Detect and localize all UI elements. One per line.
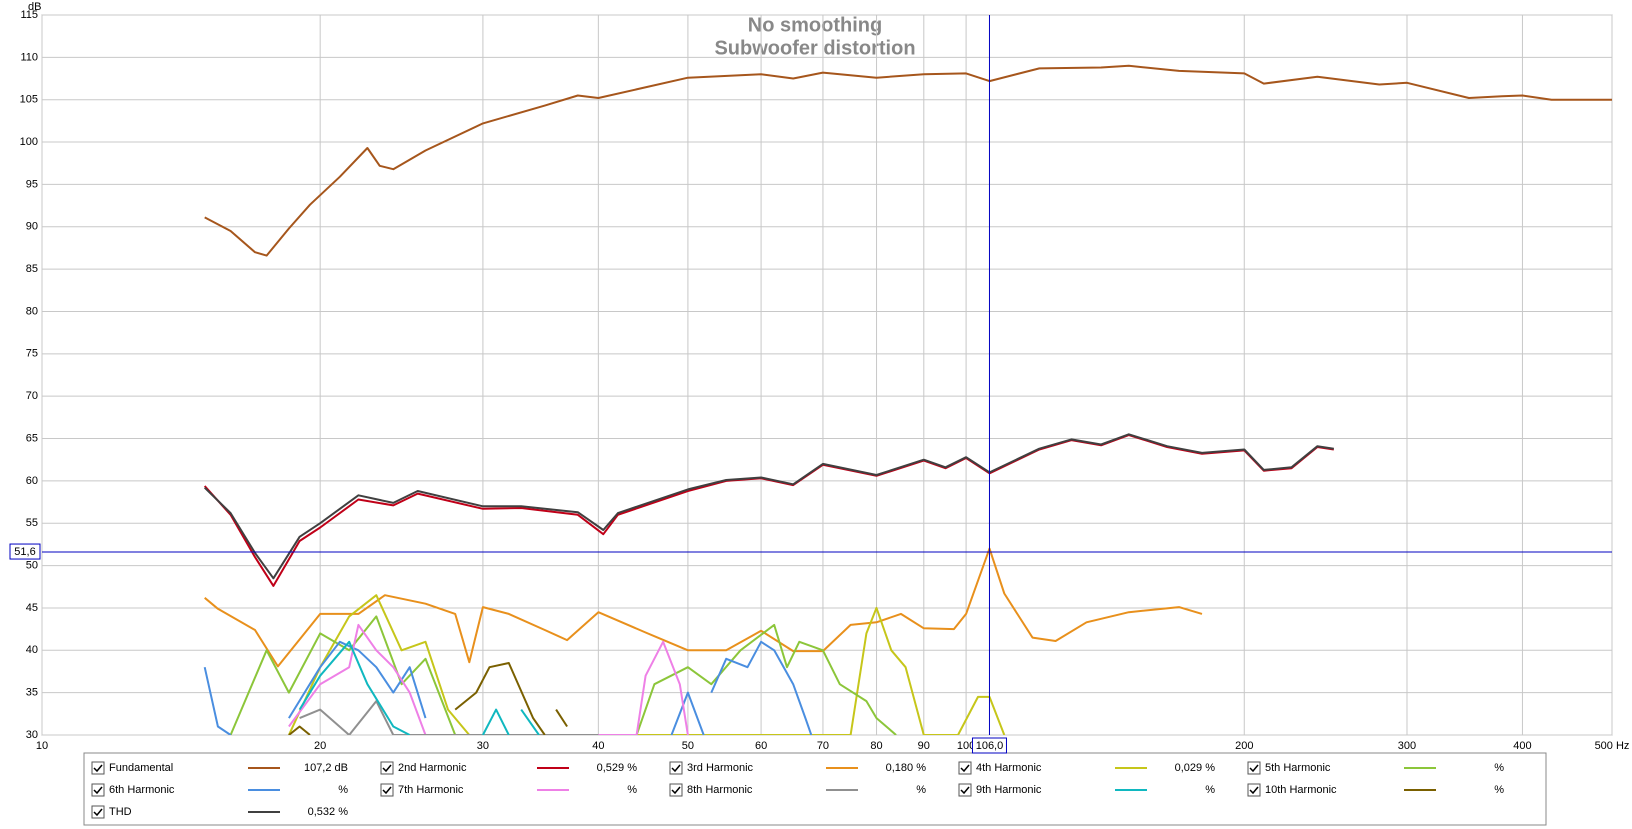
legend-check [1249,786,1259,795]
cursor-box [9,543,41,560]
chart-subtitle: Subwoofer distortion [714,37,915,59]
legend-check [960,764,970,773]
series-line [229,615,897,735]
series-line [288,623,689,735]
x-tick-label: 70 [817,740,829,752]
legend-readout: 0,532 % [308,806,349,818]
y-tick-label: 50 [26,559,38,571]
x-tick-label: 80 [870,740,882,752]
legend-check [93,764,103,773]
legend-check [960,786,970,795]
legend-label: 10th Harmonic [1265,784,1337,796]
x-tick-label: 90 [918,740,930,752]
y-tick-label: 80 [26,305,38,317]
legend-checkbox[interactable] [91,783,105,797]
legend-label: THD [109,806,132,818]
x-tick-label: 100 [957,740,975,752]
y-tick-label: 85 [26,263,38,275]
y-tick-label: 115 [20,9,38,21]
legend-checkbox[interactable] [380,761,394,775]
x-tick-label: 400 [1513,740,1531,752]
legend-checkbox[interactable] [958,783,972,797]
legend-readout: 0,180 % [886,762,927,774]
y-tick-label: 40 [26,644,38,656]
series-line [203,640,813,735]
legend-readout: % [1494,762,1504,774]
legend-check [93,808,103,817]
x-tick-label: 30 [477,740,489,752]
y-tick-label: 70 [26,390,38,402]
legend-label: Fundamental [109,762,173,774]
legend-check [93,786,103,795]
y-tick-label: 35 [26,687,38,699]
legend-readout: 0,529 % [597,762,638,774]
x-tick-label: 10 [36,740,48,752]
legend-label: 4th Harmonic [976,762,1042,774]
plot-area [41,14,1613,736]
legend-checkbox[interactable] [958,761,972,775]
legend-readout: % [916,784,926,796]
legend-checkbox[interactable] [380,783,394,797]
series-line [288,662,568,735]
y-tick-label: 95 [26,178,38,190]
legend-checkbox[interactable] [669,761,683,775]
legend-label: 8th Harmonic [687,784,753,796]
legend-check [382,786,392,795]
legend-checkbox[interactable] [91,805,105,819]
legend-check [1249,764,1259,773]
x-tick-label: 20 [314,740,326,752]
x-tick-label: 500 Hz [1595,740,1630,752]
y-tick-label: 75 [26,348,38,360]
y-tick-label: 105 [20,94,38,106]
legend-label: 2nd Harmonic [398,762,467,774]
legend-check [671,786,681,795]
cursor-y-label: 51,6 [14,546,35,558]
y-tick-label: 100 [20,136,38,148]
legend-readout: % [1494,784,1504,796]
series-line [204,64,1612,257]
legend-checkbox[interactable] [1247,783,1261,797]
y-tick-label: 30 [26,729,38,741]
cursor-x-label: 106,0 [976,740,1004,752]
series-line [203,433,1334,580]
y-tick-label: 55 [26,517,38,529]
legend [83,752,1547,826]
series-group [203,64,1612,735]
y-tick-label: 65 [26,432,38,444]
legend-label: 3rd Harmonic [687,762,754,774]
y-tick-label: 90 [26,221,38,233]
chart-title: No smoothing [748,14,882,36]
series-line [287,594,1006,735]
cursor-box [971,737,1007,754]
x-tick-label: 300 [1398,740,1416,752]
x-tick-label: 60 [755,740,767,752]
x-tick-label: 40 [592,740,604,752]
x-tick-label: 200 [1235,740,1253,752]
legend-label: 7th Harmonic [398,784,464,796]
x-tick-label: 50 [682,740,694,752]
legend-check [382,764,392,773]
series-line [204,547,1203,668]
legend-checkbox[interactable] [91,761,105,775]
legend-readout: % [338,784,348,796]
y-tick-label: 45 [26,602,38,614]
legend-label: 9th Harmonic [976,784,1042,796]
y-axis-label: dB [28,1,41,13]
legend-readout: % [627,784,637,796]
series-line [299,700,599,735]
legend-readout: % [1205,784,1215,796]
legend-readout: 107,2 dB [304,762,348,774]
legend-checkbox[interactable] [669,783,683,797]
y-tick-label: 60 [26,475,38,487]
legend-check [671,764,681,773]
y-tick-label: 110 [20,51,38,63]
legend-readout: 0,029 % [1175,762,1216,774]
legend-checkbox[interactable] [1247,761,1261,775]
legend-label: 6th Harmonic [109,784,175,796]
legend-label: 5th Harmonic [1265,762,1331,774]
series-line [298,640,540,735]
